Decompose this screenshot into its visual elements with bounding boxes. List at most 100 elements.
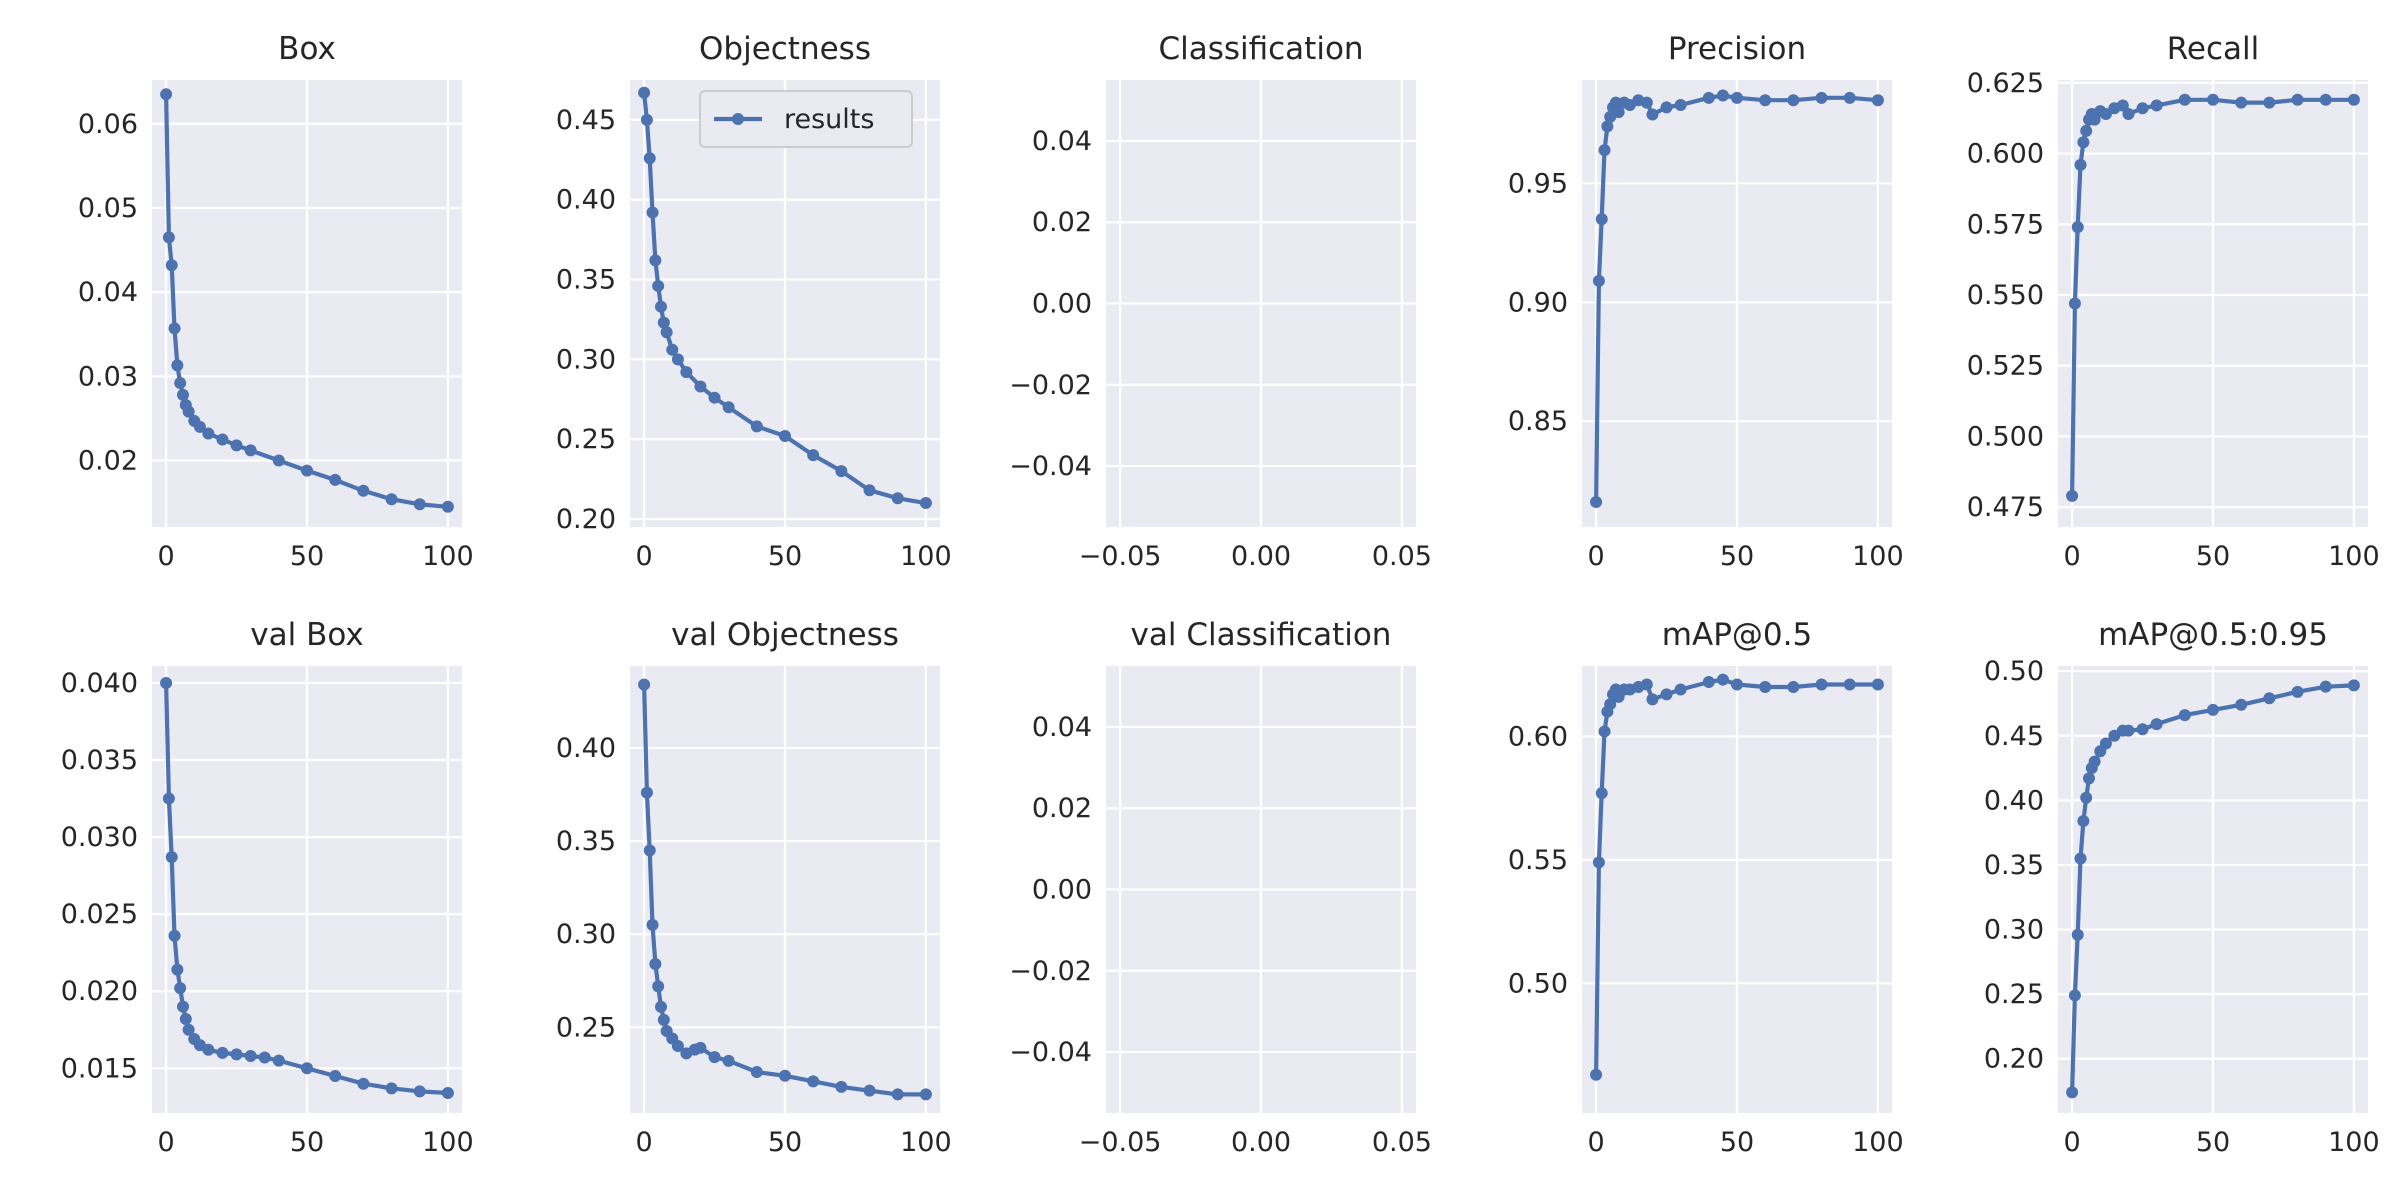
data-point	[657, 316, 670, 329]
data-point	[779, 1069, 791, 1082]
data-point	[694, 1041, 707, 1054]
data-point	[1759, 94, 1772, 107]
data-point	[202, 427, 215, 440]
data-point	[1609, 96, 1622, 109]
x-tick-label: 50	[290, 1127, 324, 1158]
data-point	[863, 484, 876, 497]
data-point	[2077, 815, 2090, 828]
y-tick-label: 0.600	[1967, 139, 2044, 170]
y-tick-label: 0.04	[1032, 126, 1092, 157]
data-point	[413, 498, 426, 511]
data-point	[671, 353, 684, 366]
data-point	[638, 86, 651, 99]
data-point	[2088, 755, 2101, 768]
y-tick-label: 0.06	[78, 109, 138, 140]
x-tick-label: 100	[900, 541, 952, 572]
x-tick-label: 0.05	[1372, 1127, 1432, 1158]
data-point	[666, 343, 679, 356]
y-tick-label: 0.40	[1984, 785, 2044, 816]
data-point	[835, 1080, 848, 1093]
data-point	[722, 1054, 735, 1067]
panel-title: Classification	[1158, 31, 1363, 67]
data-point	[2066, 489, 2079, 502]
data-point	[1590, 1068, 1603, 1081]
y-tick-label: 0.03	[78, 361, 138, 392]
x-tick-label: 0.05	[1372, 541, 1432, 572]
data-point	[1871, 94, 1884, 107]
data-point	[2088, 113, 2101, 126]
data-point	[177, 1000, 189, 1013]
data-point	[863, 1084, 876, 1097]
data-point	[301, 464, 313, 477]
data-point	[1640, 96, 1653, 109]
data-point	[638, 678, 651, 691]
data-point	[1871, 678, 1884, 691]
y-tick-label: 0.35	[556, 826, 616, 857]
data-point	[174, 982, 187, 995]
data-point	[230, 1048, 243, 1061]
data-point	[657, 1013, 670, 1026]
y-tick-label: 0.45	[556, 105, 616, 136]
x-tick-label: 0	[157, 541, 174, 572]
legend: results	[699, 90, 913, 148]
data-point	[2235, 698, 2248, 711]
data-point	[216, 1046, 229, 1059]
x-tick-label: 50	[1720, 1127, 1754, 1158]
panel-box: Box 0 50 100 0.02 0.03 0.04 0.05 0.06	[78, 31, 474, 572]
data-point	[2080, 124, 2093, 137]
data-point	[2150, 99, 2163, 112]
data-point	[1674, 683, 1687, 696]
data-point	[230, 439, 243, 452]
x-tick-label: 100	[900, 1127, 952, 1158]
y-tick-label: 0.85	[1508, 406, 1568, 437]
data-point	[1595, 787, 1608, 800]
data-point	[385, 493, 398, 506]
data-point	[1759, 680, 1772, 693]
legend-box	[699, 90, 913, 148]
y-tick-label: 0.35	[556, 265, 616, 296]
data-point	[301, 1062, 313, 1075]
data-point	[174, 377, 187, 390]
x-tick-label: 0	[157, 1127, 174, 1158]
y-tick-label: 0.05	[78, 193, 138, 224]
data-point	[1702, 676, 1715, 689]
y-tick-label: 0.025	[61, 899, 138, 930]
data-point	[182, 405, 195, 418]
y-tick-label: 0.02	[1032, 793, 1092, 824]
data-point	[244, 444, 257, 457]
y-tick-label: 0.575	[1967, 209, 2044, 240]
data-point	[413, 1085, 426, 1098]
data-point	[2136, 102, 2149, 115]
data-point	[182, 1023, 195, 1036]
data-point	[160, 676, 173, 689]
data-point	[1716, 89, 1729, 102]
panel-val-objectness: val Objectness 0 50 100 0.25 0.30 0.35 0.40	[556, 617, 952, 1158]
y-tick-label: 0.50	[1984, 656, 2044, 687]
data-point	[1612, 106, 1625, 119]
x-tick-label: 0	[635, 1127, 652, 1158]
data-point	[643, 844, 656, 857]
data-point	[2291, 93, 2304, 106]
data-point	[171, 963, 184, 976]
data-point	[2080, 791, 2093, 804]
data-point	[329, 473, 342, 486]
legend-marker-icon	[732, 113, 744, 125]
data-point	[1598, 144, 1611, 157]
data-point	[168, 929, 181, 942]
y-tick-label: 0.30	[556, 919, 616, 950]
x-tick-label: 0	[635, 541, 652, 572]
x-tick-label: 100	[2328, 1127, 2380, 1158]
data-point	[162, 231, 175, 244]
panel-val-box: val Box 0 50 100 0.015 0.020 0.025 0.030 0.035 0.…	[61, 617, 474, 1158]
y-tick-label: 0.50	[1508, 968, 1568, 999]
y-tick-label: 0.30	[1984, 915, 2044, 946]
x-tick-label: 0	[1587, 1127, 1604, 1158]
x-tick-label: 50	[768, 541, 802, 572]
data-point	[2136, 723, 2149, 736]
panel-classification: Classification −0.05 0.00 0.05 −0.04 −0.02 0.0…	[1009, 31, 1432, 572]
data-point	[2071, 221, 2084, 234]
data-point	[919, 497, 932, 510]
panel-title: mAP@0.5:0.95	[2098, 617, 2328, 653]
data-point	[750, 1066, 763, 1079]
data-point	[329, 1070, 342, 1083]
